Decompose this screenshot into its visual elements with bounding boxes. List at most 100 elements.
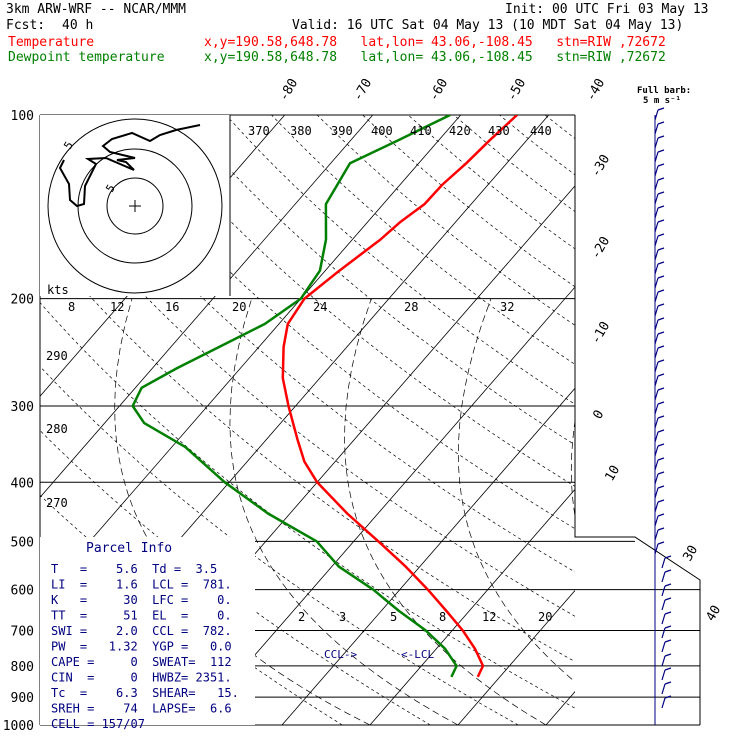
hodograph-speed-tick: 16 — [165, 300, 179, 314]
wind-barb-flag — [657, 443, 665, 447]
theta-label: 380 — [290, 124, 312, 138]
wind-barb-flag — [657, 471, 665, 475]
dry-adiabat — [40, 173, 575, 617]
wind-barb-staff — [654, 361, 659, 373]
theta-label: 390 — [331, 124, 353, 138]
dry-adiabat — [271, 115, 575, 365]
fcst-label: Fcst: — [6, 18, 46, 33]
hodograph-ring — [47, 118, 223, 294]
wind-barb-flag — [657, 345, 665, 349]
dry-adiabat — [453, 115, 575, 212]
wind-barb-staff — [661, 683, 666, 695]
wind-barb-flag — [657, 499, 665, 503]
wind-barb-staff — [654, 277, 659, 289]
dry-adiabat — [682, 115, 740, 725]
theta-label: 410 — [410, 124, 432, 138]
wind-barb-staff — [654, 417, 659, 429]
dry-adiabat — [544, 115, 575, 139]
wind-barb-staff — [654, 403, 659, 415]
theta-label: 430 — [488, 124, 510, 138]
wind-barb-flag — [657, 275, 665, 279]
wind-barb-staff — [654, 249, 659, 261]
theta-label: 290 — [46, 349, 68, 363]
parcel-row: PW = 1.32 YGP = 0.0 — [51, 640, 232, 654]
isotherm-line — [369, 488, 575, 725]
mixing-ratio-label: 8 — [439, 610, 446, 624]
sounding-series — [131, 115, 518, 678]
wind-barb-staff — [654, 179, 659, 191]
parcel-panel-bg — [40, 537, 255, 725]
wind-barb-staff — [654, 221, 659, 233]
wind-barb-staff — [654, 305, 659, 317]
wind-barb-staff — [654, 543, 659, 555]
wind-barb-flag — [657, 107, 665, 111]
wind-barb-staff — [654, 123, 659, 135]
wind-barb-flag — [657, 205, 665, 209]
wind-barb-flag — [657, 373, 665, 377]
wind-barb-flag — [664, 695, 672, 699]
moist-adiabat — [344, 298, 547, 725]
pressure-tick-label: 800 — [11, 660, 34, 675]
wind-barb-flag — [657, 331, 665, 335]
pressure-tick-label: 100 — [11, 109, 34, 124]
temp-right-tick-label: 10 — [602, 463, 623, 484]
dry-adiabat — [316, 115, 575, 326]
dewpoint-legend: Dewpoint temperature — [8, 50, 165, 65]
temp-right-tick-label: 30 — [680, 543, 701, 564]
model-title: 3km ARW-WRF -- NCAR/MMM — [6, 2, 187, 17]
pressure-tick-label: 900 — [11, 691, 34, 706]
wind-barb-staff — [654, 333, 659, 345]
wind-barb-flag — [657, 247, 665, 251]
moist-adiabat — [457, 298, 575, 683]
isotherm-line — [193, 286, 575, 725]
temperature-location: x,y=190.58,648.78 lat,lon= 43.06,-108.45… — [204, 35, 666, 50]
dry-adiabat — [43, 115, 575, 573]
pressure-tick-label: 300 — [11, 400, 34, 415]
wind-barb-staff — [661, 655, 666, 667]
wind-barb-flag — [657, 317, 665, 321]
wind-barb-staff — [654, 445, 659, 457]
dewpoint-location: x,y=190.58,648.78 lat,lon= 43.06,-108.45… — [204, 50, 666, 65]
wind-barb-flag — [657, 457, 665, 461]
valid-time: Valid: 16 UTC Sat 04 May 13 (10 MDT Sat … — [292, 18, 684, 33]
wind-barb-staff — [654, 165, 659, 177]
wind-barb-staff — [661, 599, 666, 611]
hodograph: 55 — [40, 115, 231, 296]
parcel-row: LI = 1.6 LCL = 781. — [51, 578, 232, 592]
pressure-tick-label: 400 — [11, 476, 34, 491]
wind-barb-flag — [664, 569, 672, 573]
wind-barb-flag — [664, 625, 672, 629]
temperature-legend: Temperature — [8, 35, 95, 50]
hodograph-speed-tick: 12 — [110, 300, 124, 314]
wind-barb-staff — [661, 571, 666, 583]
pressure-tick-label: 700 — [11, 625, 34, 640]
pressure-tick-label: 600 — [11, 584, 34, 599]
parcel-row: CIN = 0 HWBZ= 2351. — [51, 671, 232, 685]
theta-label: 280 — [46, 422, 68, 436]
dry-adiabat — [134, 115, 575, 487]
isotherm-line — [40, 115, 462, 600]
mixing-ratio-label: 2 — [298, 610, 305, 624]
dry-adiabat — [40, 365, 519, 725]
wind-barb-flag — [657, 163, 665, 167]
dry-adiabat — [407, 115, 575, 250]
wind-barb-staff — [661, 669, 666, 681]
annotation-ccl: CCL-> <-LCL — [324, 648, 434, 661]
dry-adiabat — [180, 115, 575, 446]
parcel-row: TT = 51 EL = 0. — [51, 609, 232, 623]
isotherm-line — [281, 387, 575, 725]
wind-barb-flag — [657, 527, 665, 531]
temp-top-tick-label: -70 — [350, 76, 375, 104]
wind-barb-staff — [654, 109, 659, 121]
parcel-row: CAPE = 0 SWEAT= 112 — [51, 655, 232, 669]
temperature-profile — [281, 115, 518, 678]
init-time: Init: 00 UTC Fri 03 May 13 — [505, 2, 709, 17]
barb-legend-unit: 5 m s⁻¹ — [643, 96, 681, 106]
hodograph-speed-tick: 20 — [232, 300, 246, 314]
wind-barb-flag — [664, 597, 672, 601]
temp-right-tick-label: -30 — [588, 152, 613, 180]
wind-barb-flag — [664, 653, 672, 657]
hodograph-units: kts — [47, 283, 69, 297]
wind-barb-flag — [657, 121, 665, 125]
